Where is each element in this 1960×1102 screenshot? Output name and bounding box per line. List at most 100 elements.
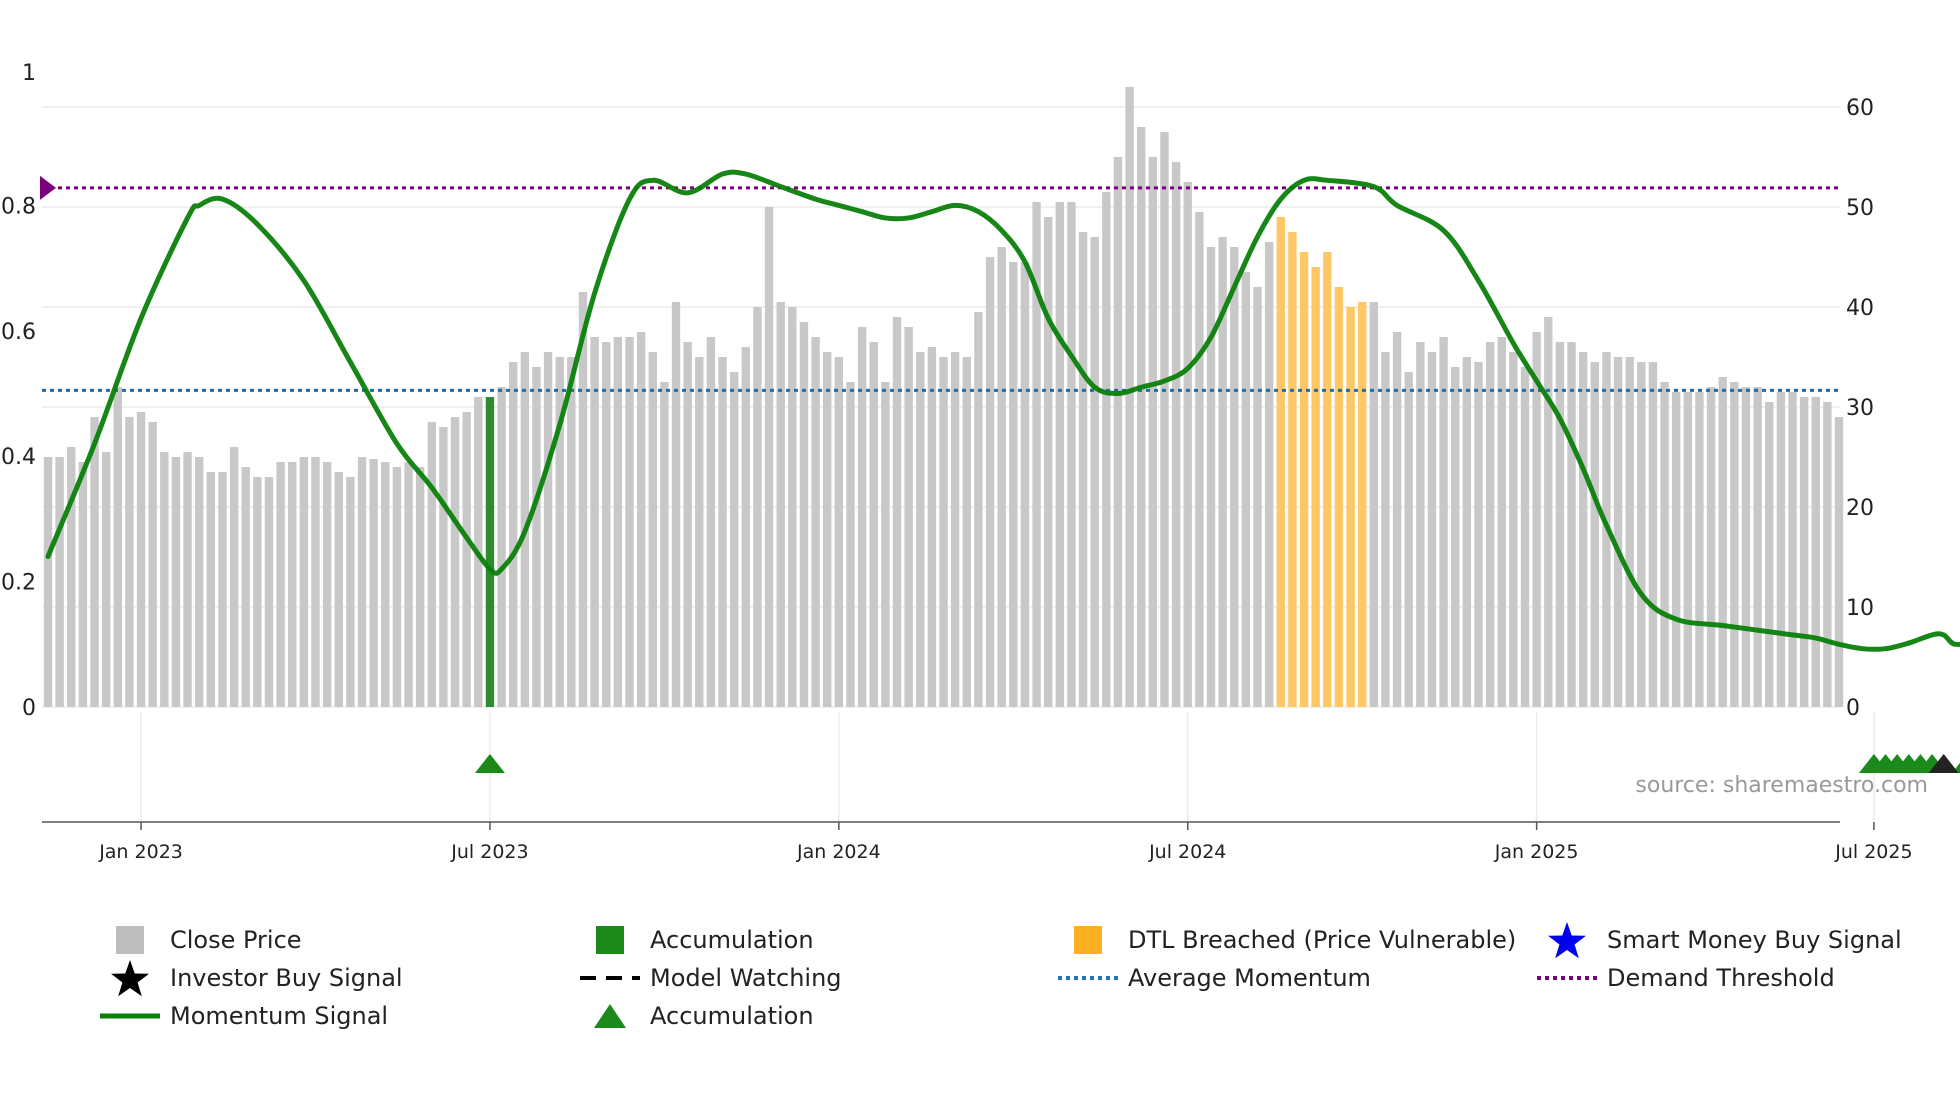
close-price-bar (962, 357, 971, 707)
dtl-breached-bar (1323, 252, 1332, 707)
legend-label: Demand Threshold (1607, 964, 1835, 992)
close-price-bar (823, 352, 832, 707)
close-price-bar (1043, 217, 1053, 707)
legend-star (111, 960, 149, 997)
close-price-bar (404, 462, 413, 707)
close-price-bar (1695, 392, 1704, 707)
close-price-bar (1218, 237, 1227, 707)
close-price-bar (916, 352, 925, 707)
legend-label: DTL Breached (Price Vulnerable) (1128, 926, 1516, 954)
close-price-bar (392, 467, 402, 707)
y-left-tick-label: 1 (22, 61, 36, 86)
legend-label: Model Watching (650, 964, 842, 992)
x-tick-label: Jan 2023 (98, 841, 183, 863)
source-label: source: sharemaestro.com (1635, 773, 1928, 798)
close-price-bar (974, 312, 983, 707)
close-price-bar (1253, 287, 1262, 707)
legend-label: Close Price (170, 926, 302, 954)
close-price-bar (1648, 362, 1658, 707)
close-price-bar (683, 342, 692, 707)
y-right-tick-label: 40 (1846, 296, 1874, 321)
momentum-signal-line (45, 169, 1960, 652)
close-price-bar (1567, 342, 1576, 707)
close-price-bar (148, 422, 157, 707)
close-price-bar (1753, 387, 1762, 707)
legend-swatch (1074, 926, 1102, 954)
investor-buy-marker (1928, 754, 1959, 773)
close-price-bar (950, 352, 960, 707)
close-price-bar (427, 422, 436, 707)
close-price-bar (881, 382, 890, 707)
close-price-bar (1485, 342, 1495, 707)
x-tick-label: Jan 2024 (796, 841, 881, 863)
close-price-bar (695, 357, 704, 707)
close-price-bar (660, 382, 669, 707)
legend-triangle (594, 1004, 626, 1028)
close-price-bar (206, 472, 216, 707)
close-price-bar (276, 462, 285, 707)
close-price-bar (1590, 362, 1599, 707)
close-price-bar (718, 357, 727, 707)
y-left-tick-label: 0.6 (1, 320, 36, 345)
close-price-bar (1264, 242, 1274, 707)
y-left-tick-label: 0.2 (1, 571, 36, 596)
close-price-bar (55, 457, 64, 707)
close-price-bar (1078, 232, 1088, 707)
close-price-bar (299, 457, 309, 707)
close-price-bar (1741, 387, 1751, 707)
close-price-bar (543, 352, 553, 707)
close-price-bar (462, 412, 471, 707)
close-price-bar (1520, 367, 1530, 707)
close-price-bar (1241, 272, 1251, 707)
close-price-bar (985, 257, 995, 707)
close-price-bar (1497, 337, 1506, 707)
close-price-bar (334, 472, 343, 707)
close-price-bar (1416, 342, 1425, 707)
close-price-bar (1090, 237, 1099, 707)
close-price-bar (1834, 417, 1844, 707)
close-price-bar (1125, 87, 1134, 707)
y-left-tick-label: 0 (22, 696, 36, 721)
close-price-bar (590, 337, 599, 707)
close-price-bar (1765, 402, 1774, 707)
close-price-bar (1718, 377, 1727, 707)
close-price-bar (1637, 362, 1646, 707)
demand-threshold-marker (40, 175, 56, 200)
close-price-bar (1660, 382, 1669, 707)
close-price-bar (811, 337, 820, 707)
close-price-bar (322, 462, 332, 707)
close-price-bar (113, 387, 122, 707)
close-price-bar (613, 337, 623, 707)
close-price-bar (729, 372, 739, 707)
close-price-bar (1171, 162, 1181, 707)
close-price-bar (706, 337, 716, 707)
close-price-bar (497, 387, 506, 707)
right-y-axis: 0 10 20 30 40 50 60 (1846, 96, 1874, 721)
close-price-bar (136, 412, 146, 707)
close-price-bar (264, 477, 274, 707)
dtl-breached-bar (1288, 232, 1297, 707)
x-tick-label: Jan 2025 (1494, 841, 1579, 863)
x-axis: Jan 2023 Jul 2023 Jan 2024 Jul 2024 Jan 2025… (42, 821, 1913, 863)
close-price-bar (381, 462, 390, 707)
close-price-bar (753, 307, 762, 707)
close-price-bar (101, 452, 111, 707)
close-price-bar (218, 472, 227, 707)
close-price-bar (1009, 262, 1018, 707)
close-price-bar (927, 347, 937, 707)
close-price-bar (1392, 332, 1402, 707)
close-price-bar (1427, 352, 1437, 707)
close-price-bar (1206, 247, 1216, 707)
close-price-bar (1102, 192, 1111, 707)
legend-label: Investor Buy Signal (170, 964, 403, 992)
close-price-bar (846, 382, 855, 707)
legend-star (1548, 922, 1586, 959)
close-price-bar (1369, 302, 1379, 707)
close-price-bar (1730, 382, 1739, 707)
dtl-breached-bar (1358, 302, 1367, 707)
close-price-bar (288, 462, 297, 707)
close-price-bar (1474, 362, 1483, 707)
close-price-bar (1055, 202, 1064, 707)
accumulation-marker (474, 754, 505, 773)
